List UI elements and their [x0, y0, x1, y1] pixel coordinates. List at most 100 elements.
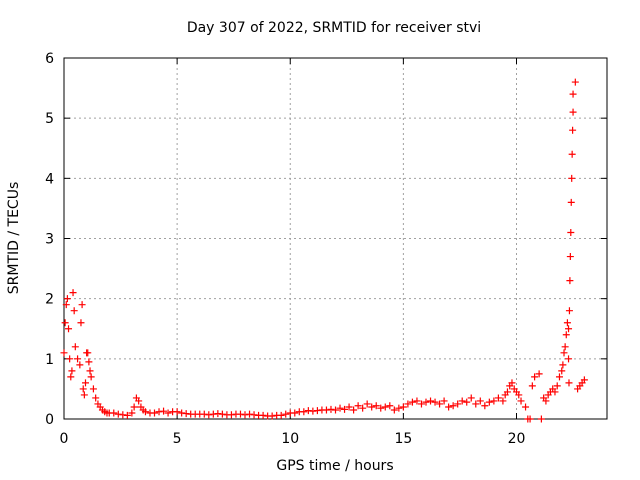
data-point [65, 325, 73, 333]
data-point [481, 402, 489, 410]
data-point [84, 349, 92, 357]
data-point [332, 406, 339, 414]
data-point [565, 307, 573, 315]
data-point [74, 355, 82, 363]
data-point [526, 415, 534, 423]
data-point [327, 405, 335, 413]
data-point [568, 174, 576, 182]
data-point [155, 408, 163, 416]
data-point [81, 379, 89, 387]
data-point [246, 410, 254, 418]
data-point [553, 382, 561, 390]
data-point [77, 319, 85, 327]
data-point [141, 408, 149, 416]
data-point [463, 398, 471, 406]
data-point [485, 398, 493, 406]
data-point [422, 398, 430, 406]
data-point [567, 228, 575, 236]
data-point [304, 407, 312, 415]
data-point [173, 408, 181, 416]
data-point [69, 289, 77, 297]
data-point [123, 411, 131, 419]
data-point [336, 404, 344, 412]
data-point [381, 403, 389, 411]
data-point [130, 403, 138, 411]
data-point [236, 410, 244, 418]
data-point [515, 391, 523, 399]
data-point [542, 397, 550, 405]
grid [64, 58, 607, 419]
data-point [71, 343, 79, 351]
data-point [76, 361, 84, 369]
data-point [86, 367, 94, 375]
data-point [494, 394, 502, 402]
data-point [440, 397, 448, 405]
data-point [300, 408, 308, 416]
data-point [79, 385, 87, 393]
data-point [291, 409, 299, 417]
y-tick-label: 0 [45, 412, 54, 428]
data-point [395, 404, 403, 412]
data-point [259, 411, 267, 419]
data-point [390, 406, 398, 414]
y-tick-label: 4 [45, 171, 54, 187]
data-point [61, 319, 69, 327]
data-point [417, 400, 425, 408]
data-point [454, 400, 462, 408]
axis-ticks: 0 5 10 15 20 0 1 2 3 4 5 6 [45, 51, 607, 447]
data-point [445, 403, 453, 411]
data-point [566, 253, 574, 261]
data-point [359, 404, 367, 412]
data-point [408, 398, 416, 406]
x-tick-label: 15 [394, 431, 412, 447]
data-point [164, 409, 172, 417]
data-point [250, 411, 258, 419]
data-point [567, 198, 575, 206]
data-point [565, 325, 573, 333]
data-point [537, 415, 545, 423]
data-point [135, 397, 143, 405]
data-point [89, 385, 97, 393]
data-point [160, 407, 168, 415]
data-point [350, 406, 358, 414]
x-tick-label: 10 [281, 431, 299, 447]
data-point [503, 388, 511, 396]
data-point [431, 398, 439, 406]
data-point [563, 319, 571, 327]
data-point [427, 397, 435, 405]
data-point [268, 412, 276, 420]
data-point [345, 403, 353, 411]
data-point [551, 388, 559, 396]
data-point [562, 331, 570, 339]
data-point [62, 301, 70, 309]
data-point [151, 409, 158, 417]
data-point [499, 397, 507, 405]
data-point [68, 367, 76, 375]
y-tick-label: 1 [45, 352, 54, 368]
data-point [60, 349, 68, 357]
data-point [309, 407, 317, 415]
data-point [580, 376, 588, 384]
data-point [87, 373, 95, 381]
data-point [560, 349, 568, 357]
data-point [559, 361, 567, 369]
data-point [63, 295, 71, 303]
data-point [182, 410, 190, 418]
x-tick-label: 5 [173, 431, 182, 447]
data-point [241, 411, 249, 419]
y-axis-label: SRMTID / TECUs [6, 182, 22, 295]
data-point [476, 397, 484, 405]
data-point [377, 404, 385, 412]
data-point [67, 373, 75, 381]
data-point [458, 397, 466, 405]
data-point [119, 411, 127, 419]
data-point [467, 394, 475, 402]
x-axis-label: GPS time / hours [276, 458, 393, 474]
data-point [128, 409, 136, 417]
x-tick-label: 0 [60, 431, 69, 447]
data-point [569, 108, 577, 116]
data-point [110, 409, 118, 417]
data-point [70, 307, 78, 315]
data-point [569, 126, 577, 134]
